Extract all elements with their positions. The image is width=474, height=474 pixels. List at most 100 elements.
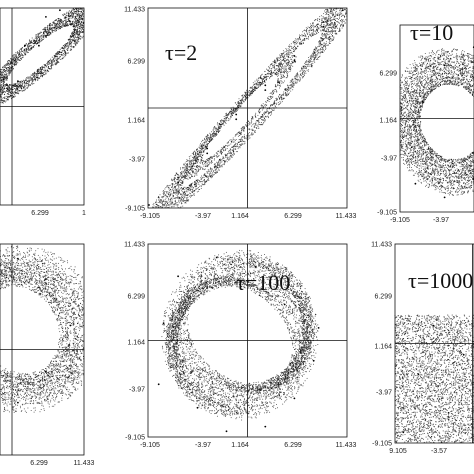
dot-mark — [13, 55, 14, 56]
dot-mark — [49, 23, 50, 24]
dot-mark — [185, 170, 186, 171]
dot-mark — [220, 166, 221, 167]
dot-mark — [257, 84, 258, 85]
dot-mark — [21, 53, 22, 54]
dot-mark — [343, 15, 344, 16]
dot-mark — [322, 49, 323, 50]
dot-mark — [213, 175, 214, 176]
dot-mark — [79, 31, 80, 32]
dot-mark — [330, 33, 331, 34]
dot-mark — [321, 51, 322, 52]
dot-mark — [251, 126, 252, 127]
dot-mark — [258, 80, 259, 81]
dot-mark — [219, 126, 220, 127]
dot-mark — [263, 113, 264, 114]
dot-mark — [326, 36, 327, 37]
dot-mark — [302, 70, 303, 71]
dot-mark — [261, 75, 262, 76]
dot-mark — [80, 18, 81, 19]
dot-mark — [41, 36, 42, 37]
dot-mark — [70, 24, 71, 25]
dot-mark — [273, 104, 274, 105]
dot-mark — [70, 35, 71, 36]
dot-mark — [83, 11, 84, 12]
dot-mark — [75, 22, 76, 23]
dot-mark — [219, 170, 220, 171]
dot-mark — [334, 19, 335, 20]
dot-mark — [80, 28, 81, 29]
dot-mark — [300, 75, 301, 76]
dot-mark — [173, 204, 174, 205]
dot-mark — [325, 31, 326, 32]
dot-mark — [41, 69, 42, 70]
dot-mark — [341, 8, 342, 9]
dot-mark — [4, 88, 5, 89]
dot-mark — [310, 35, 311, 36]
dot-mark — [59, 23, 60, 24]
dot-mark — [185, 171, 186, 172]
data-point — [45, 16, 47, 18]
dot-mark — [182, 181, 183, 182]
dot-mark — [7, 99, 8, 100]
dot-mark — [162, 196, 163, 197]
dot-mark — [77, 27, 78, 28]
dot-mark — [274, 62, 275, 63]
dot-mark — [335, 30, 336, 31]
dot-mark — [256, 127, 257, 128]
dot-mark — [224, 160, 225, 161]
dot-mark — [305, 73, 306, 74]
dot-mark — [183, 171, 184, 172]
dot-mark — [34, 40, 35, 41]
dot-mark — [300, 39, 301, 40]
dot-mark — [80, 25, 81, 26]
dot-mark — [172, 206, 173, 207]
dot-mark — [82, 26, 83, 27]
dot-mark — [335, 24, 336, 25]
dot-mark — [333, 39, 334, 40]
dot-mark — [40, 68, 41, 69]
dot-mark — [14, 94, 15, 95]
dot-mark — [335, 28, 336, 29]
dot-mark — [209, 173, 210, 174]
dot-mark — [309, 30, 310, 31]
dot-mark — [22, 83, 23, 84]
dot-mark — [187, 163, 188, 164]
dot-mark — [204, 149, 205, 150]
dot-mark — [270, 112, 271, 113]
dot-mark — [299, 36, 300, 37]
dot-mark — [289, 88, 290, 89]
dot-mark — [330, 23, 331, 24]
dot-mark — [228, 118, 229, 119]
dot-mark — [281, 74, 282, 75]
dot-mark — [22, 82, 23, 83]
dot-mark — [239, 146, 240, 147]
dot-mark — [319, 19, 320, 20]
dot-mark — [332, 35, 333, 36]
dot-mark — [236, 104, 237, 105]
dot-mark — [214, 164, 215, 165]
dot-mark — [16, 60, 17, 61]
dot-mark — [220, 152, 221, 153]
dot-mark — [330, 43, 331, 44]
dot-mark — [217, 172, 218, 173]
dot-mark — [21, 51, 22, 52]
dot-mark — [165, 201, 166, 202]
dot-mark — [322, 27, 323, 28]
dot-mark — [212, 174, 213, 175]
dot-mark — [328, 38, 329, 39]
dot-mark — [177, 183, 178, 184]
dot-mark — [175, 189, 176, 190]
dot-mark — [293, 87, 294, 88]
dot-mark — [320, 38, 321, 39]
dot-mark — [268, 117, 269, 118]
dot-mark — [334, 16, 335, 17]
dot-mark — [253, 85, 254, 86]
dot-mark — [262, 115, 263, 116]
dot-mark — [289, 54, 290, 55]
dot-mark — [223, 160, 224, 161]
dot-mark — [272, 104, 273, 105]
dot-mark — [222, 166, 223, 167]
dot-mark — [6, 90, 7, 91]
dot-mark — [329, 34, 330, 35]
dot-mark — [279, 99, 280, 100]
